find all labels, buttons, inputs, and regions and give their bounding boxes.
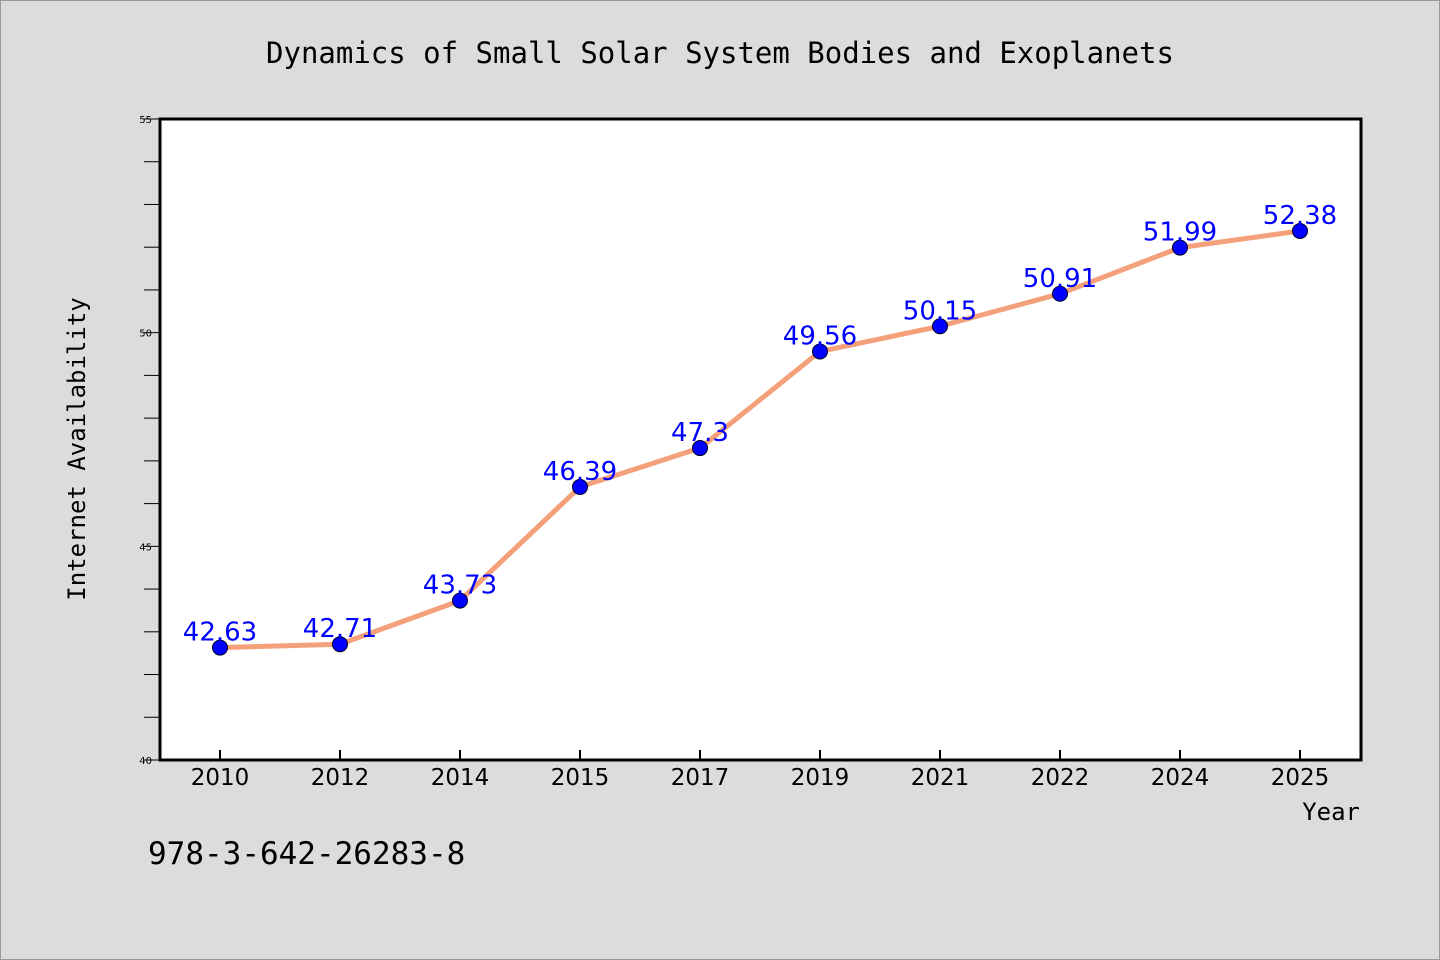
y-tick-label: 40 [139,756,152,767]
series-markers [212,222,1308,656]
data-point [1172,239,1188,256]
data-point [692,440,708,457]
chart-title: Dynamics of Small Solar System Bodies an… [266,36,1174,70]
y-tick-label: 45 [139,542,152,553]
data-labels: 42.63 42.71 43.73 46.39 47.3 49.56 50.15 50.91 5… [183,201,1337,648]
x-tick-label: 2024 [1151,765,1210,791]
isbn-text: 978-3-642-26283-8 [148,836,465,872]
data-point [572,478,588,495]
x-tick-label: 2025 [1271,765,1330,791]
data-point [1292,222,1308,239]
data-point [1052,285,1068,302]
x-tick-label: 2021 [911,765,970,791]
data-label: 51.99 [1143,218,1217,248]
data-label: 47.3 [671,418,729,448]
series-line [217,228,1303,651]
x-tick-label: 2019 [791,765,850,791]
data-label: 49.56 [783,321,857,351]
data-label: 50.15 [903,296,977,326]
x-tick-label: 2022 [1031,765,1090,791]
y-axis: 40 45 50 55 [139,115,160,767]
y-tick-label: 55 [139,115,152,126]
data-point [812,343,828,360]
x-tick-label: 2014 [431,765,490,791]
data-label: 42.63 [183,618,257,648]
data-label: 46.39 [543,457,617,487]
data-label: 42.71 [303,614,377,644]
x-tick-label: 2012 [311,765,370,791]
x-tick-label: 2015 [551,765,610,791]
data-point [332,636,348,653]
y-tick-label: 50 [139,329,152,340]
plot-area [158,117,1363,762]
x-tick-label: 2017 [671,765,730,791]
x-axis: 2010 2012 2014 2015 2017 2019 2021 2022 2024 2025 [191,750,1330,791]
data-label: 52.38 [1263,201,1337,231]
data-label: 50.91 [1023,264,1097,294]
y-axis-label: Internet Availability [63,297,91,600]
x-axis-label: Year [1302,798,1360,826]
data-point [212,639,228,656]
data-point [932,318,948,335]
data-label: 43.73 [423,571,497,601]
x-tick-label: 2010 [191,765,250,791]
data-point [452,592,468,609]
